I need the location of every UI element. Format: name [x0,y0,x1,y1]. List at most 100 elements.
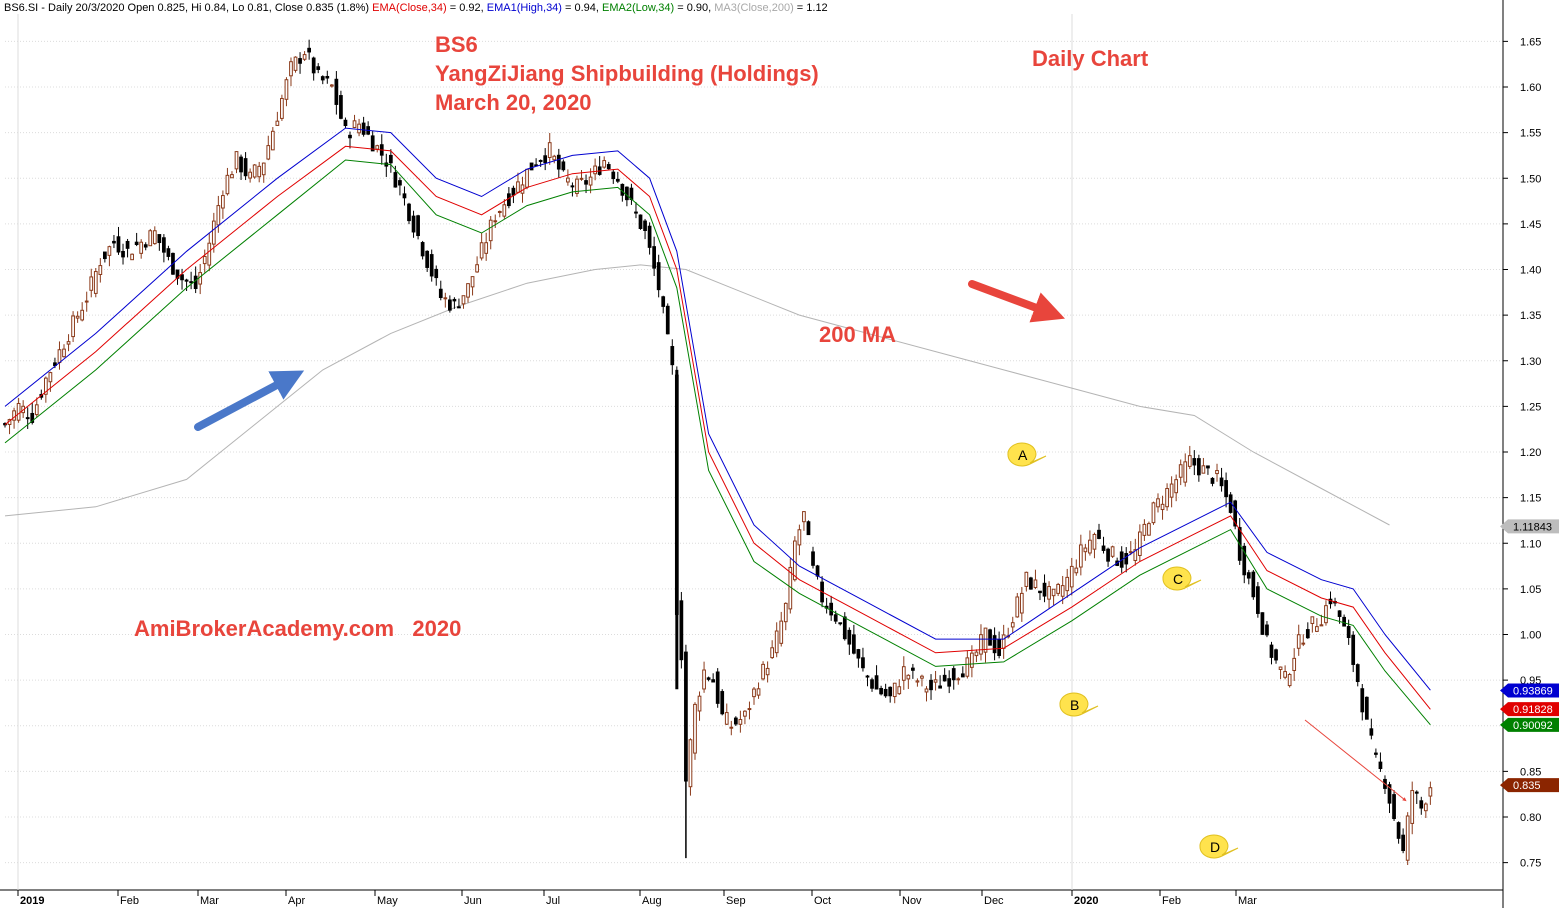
candle-body [166,248,171,257]
candle-body [398,180,402,186]
candle-body [1088,539,1092,554]
candle-body [1233,500,1238,527]
wave-label: D [1210,839,1220,855]
candle-body [929,679,933,691]
candle-body [1083,547,1088,553]
price-label: 1.11843 [1513,521,1552,533]
candle-body [792,540,797,581]
candle-body [221,195,225,209]
candle-body [1047,586,1051,600]
candle-body [752,688,756,698]
candle-body [1410,790,1415,824]
candle-body [1315,626,1319,632]
candle-body [130,253,134,261]
candle-body [1378,761,1383,770]
candle-body [1183,461,1188,483]
candle-body [947,678,952,687]
candle-body [488,219,493,242]
candle-body [438,288,443,299]
candle-body [1038,590,1042,594]
candle-body [525,168,529,188]
wave-label: C [1173,571,1183,587]
y-tick-label: 1.40 [1520,265,1541,277]
candle-body [103,251,107,260]
candle-body [1137,531,1142,556]
candle-body [688,739,693,788]
candle-body [457,306,461,309]
candle-body [811,551,815,566]
candle-body [211,220,216,245]
candle-body [552,155,557,161]
wave-pin [1007,442,1047,467]
candle-body [888,686,893,697]
candle-body [434,268,439,279]
candle-body [198,272,203,285]
candle-body [1147,523,1151,536]
candle-body [25,417,30,420]
x-tick-label: Mar [200,895,219,907]
candle-body [988,629,992,646]
candle-body [1392,794,1396,820]
candle-body [266,145,271,160]
candle-body [1110,546,1115,557]
candle-body [216,205,221,226]
price-label-box [1500,683,1559,698]
candle-body [1369,728,1374,736]
x-tick-label: Feb [120,895,139,907]
candle-body [625,186,629,201]
candle-body [1092,533,1097,550]
candle-body [425,250,430,268]
candle-body [1423,803,1428,812]
candle-body [983,627,988,653]
candle-body [901,666,906,681]
candle-body [43,377,48,395]
candle-body [529,162,534,171]
x-tick-label: Feb [1162,895,1181,907]
candle-body [30,412,35,423]
candle-body [116,236,121,253]
candle-body [774,630,779,654]
price-label-box [1500,778,1559,793]
ema-close-label: EMA(Close,34) [372,2,447,14]
candle-body [897,686,902,695]
candle-body [729,726,734,729]
candle-body [665,305,670,335]
wave-pin [1162,566,1202,591]
candle-body [261,162,266,176]
candle-body [1296,634,1301,649]
y-tick-label: 0.80 [1520,812,1541,824]
candle-body [507,193,511,207]
candle-body [48,372,53,383]
x-tick-label: Jul [546,895,560,907]
candle-body [833,614,838,622]
candle-body [1292,657,1297,671]
candle-body [1128,551,1133,554]
candle-body [339,95,343,119]
candle-body [538,159,543,162]
candle-body [892,682,897,698]
candle-body [974,651,979,657]
candle-body [1355,664,1360,683]
candle-body [275,120,280,126]
candle-body [107,246,112,256]
candle-body [1224,480,1228,498]
candle-body [1246,572,1251,579]
candle-body [12,410,16,421]
candle-body [1210,477,1215,484]
candle-body [593,165,597,175]
candle-body [656,262,661,291]
candle-body [1256,586,1260,614]
candle-body [1165,488,1169,508]
candle-body [98,265,103,275]
candle-body [933,679,938,683]
candle-body [938,685,942,689]
x-tick-label: Aug [642,895,662,907]
candle-body [1242,545,1247,576]
candle-body [493,220,498,223]
candle-body [343,119,348,127]
y-tick-label: 1.20 [1520,447,1541,459]
candle-body [93,271,98,294]
candle-body [566,177,570,183]
candle-body [588,176,593,186]
